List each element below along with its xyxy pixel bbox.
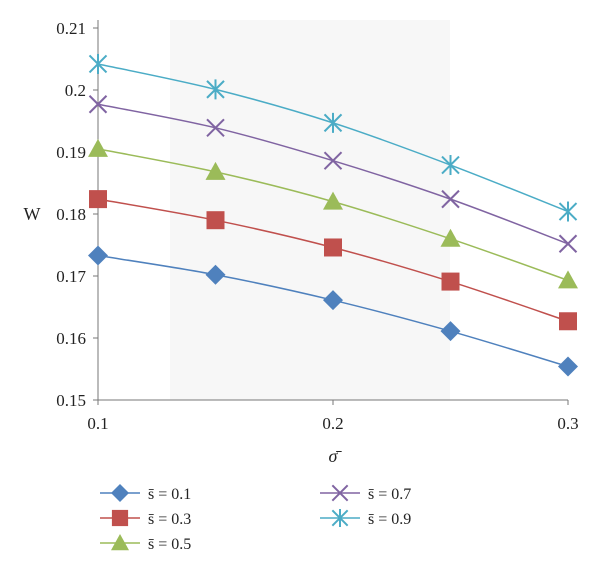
x-tick-label: 0.1 bbox=[87, 414, 108, 433]
data-point bbox=[206, 211, 225, 230]
legend-item: s̄ = 0.3 bbox=[100, 509, 191, 528]
data-point bbox=[441, 155, 460, 176]
data-point bbox=[558, 234, 578, 253]
legend-item: s̄ = 0.7 bbox=[320, 484, 411, 503]
legend-marker bbox=[331, 509, 349, 527]
legend-item: s̄ = 0.9 bbox=[320, 509, 411, 528]
data-point bbox=[559, 312, 577, 331]
data-point-stroke bbox=[206, 118, 225, 138]
y-tick-label: 0.21 bbox=[56, 19, 86, 38]
data-point bbox=[440, 228, 461, 247]
data-point bbox=[323, 112, 343, 133]
data-point bbox=[88, 245, 108, 266]
data-point bbox=[88, 95, 108, 114]
data-point-stroke bbox=[88, 95, 108, 114]
y-tick-label: 0.16 bbox=[56, 329, 86, 348]
data-point bbox=[205, 264, 226, 285]
x-axis-label: σ̄ bbox=[329, 446, 343, 466]
y-axis-label: W bbox=[24, 204, 41, 224]
y-tick-label: 0.2 bbox=[65, 81, 86, 100]
series-3 bbox=[88, 138, 578, 289]
data-point bbox=[88, 138, 108, 157]
y-tick-label: 0.17 bbox=[56, 267, 86, 286]
y-tick-label: 0.19 bbox=[56, 143, 86, 162]
y-tick-label: 0.15 bbox=[56, 391, 86, 410]
legend-item: s̄ = 0.1 bbox=[100, 484, 191, 503]
data-point bbox=[441, 189, 460, 209]
legend: s̄ = 0.1 s̄ = 0.3 s̄ = 0.5 s̄ = 0.7 s̄ = 0.9 bbox=[100, 484, 411, 553]
data-point bbox=[323, 290, 343, 311]
legend-marker bbox=[111, 509, 129, 527]
data-point bbox=[440, 321, 461, 342]
legend-label: s̄ = 0.7 bbox=[368, 486, 411, 503]
data-point bbox=[323, 191, 343, 210]
data-point bbox=[441, 272, 460, 291]
legend-marker bbox=[111, 484, 129, 502]
plot-shading bbox=[170, 20, 450, 400]
axes bbox=[93, 20, 569, 405]
data-point bbox=[324, 238, 342, 257]
data-point bbox=[206, 118, 225, 138]
data-point bbox=[323, 151, 343, 170]
data-point bbox=[89, 190, 107, 209]
legend-marker bbox=[111, 534, 129, 551]
y-tick-label: 0.18 bbox=[56, 205, 86, 224]
series-group bbox=[88, 53, 578, 377]
series-5 bbox=[88, 53, 578, 222]
series-2 bbox=[89, 190, 577, 331]
legend-label: s̄ = 0.1 bbox=[148, 486, 191, 503]
legend-marker-stroke bbox=[331, 484, 349, 502]
legend-item: s̄ = 0.5 bbox=[100, 534, 191, 553]
legend-label: s̄ = 0.3 bbox=[148, 511, 191, 528]
data-point bbox=[206, 79, 225, 100]
data-point bbox=[558, 270, 578, 289]
series-1 bbox=[88, 245, 578, 377]
x-tick-label: 0.3 bbox=[557, 414, 578, 433]
data-point-stroke bbox=[441, 189, 460, 209]
data-point bbox=[205, 161, 226, 180]
data-point bbox=[558, 356, 578, 377]
legend-marker bbox=[331, 484, 349, 502]
data-point-stroke bbox=[558, 234, 578, 253]
data-point bbox=[558, 201, 578, 222]
x-tick-label: 0.2 bbox=[322, 414, 343, 433]
tick-labels: 0.15 0.16 0.17 0.18 0.19 0.2 0.21 0.1 0.2 0.3 bbox=[56, 19, 578, 433]
series-4 bbox=[88, 95, 578, 253]
data-point-stroke bbox=[323, 151, 343, 170]
legend-label: s̄ = 0.5 bbox=[148, 536, 191, 553]
data-point bbox=[88, 53, 108, 74]
legend-label: s̄ = 0.9 bbox=[368, 511, 411, 528]
